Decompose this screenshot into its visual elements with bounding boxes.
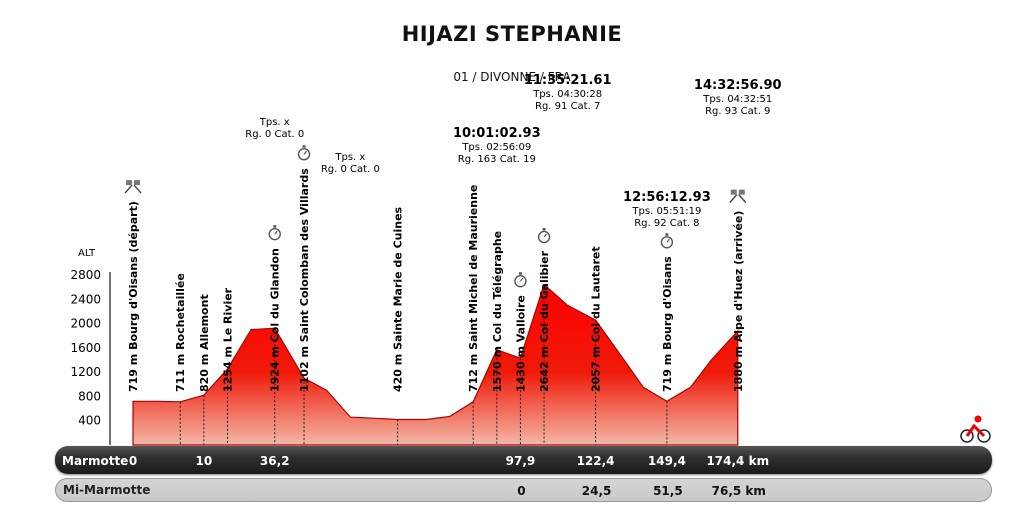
checkered-flag-icon	[126, 180, 132, 186]
stopwatch-crown	[542, 227, 546, 231]
mi-marmotte-distance-mark: 0	[517, 484, 526, 498]
y-axis-label: ALT	[78, 248, 96, 259]
y-tick-label: 2400	[70, 292, 101, 306]
flag-poles	[729, 194, 747, 204]
marmotte-distance-mark: 10	[195, 454, 213, 468]
split-detail: Rg. 93 Cat. 9	[705, 106, 770, 117]
landmark-label: 2057 m Col du Lautaret	[590, 246, 603, 392]
landmark-label: 711 m Rochetaillée	[174, 273, 187, 392]
bib-info: 01 / DIVONNE / FRA	[453, 70, 571, 84]
marmotte-distance-mark: 174,4 km	[706, 454, 770, 468]
checkered-flag-icon	[134, 180, 140, 186]
split-detail: Rg. 163 Cat. 19	[458, 154, 536, 165]
split-detail: Tps. x	[259, 117, 290, 128]
rider-name: HIJAZI STEPHANIE	[401, 22, 623, 46]
stopwatch-hand	[303, 150, 307, 155]
split-time: 11:35:21.61	[524, 73, 612, 88]
split-detail: Tps. 02:56:09	[461, 142, 531, 153]
landmark-label: 1254 m Le Rivier	[221, 287, 234, 392]
stopwatch-crown	[518, 272, 522, 275]
landmark-label: 1430 m Valloire	[514, 295, 527, 392]
split-time: 14:32:56.90	[694, 78, 782, 93]
landmark-label: 420 m Sainte Marie de Cuines	[392, 206, 405, 392]
stopwatch-crown	[665, 233, 669, 236]
marmotte-distance-bar: Marmotte 0 10 36,2 97,9 122,4 149,4 174,4 km	[55, 446, 992, 474]
bike-wheel	[977, 429, 991, 443]
mi-marmotte-label: Mi-Marmotte	[63, 483, 151, 497]
landmark-label: 719 m Bourg d'Oisans (départ)	[127, 201, 140, 392]
landmark-label: 820 m Allemont	[198, 294, 211, 392]
split-detail: Rg. 0 Cat. 0	[321, 164, 380, 175]
stopwatch-hand	[543, 233, 548, 238]
landmark-label: 2642 m Col du Galibier	[538, 250, 551, 392]
stopwatch-hand	[519, 277, 524, 282]
mi-marmotte-distance-mark: 76,5 km	[711, 484, 766, 498]
marmotte-distance-mark: 97,9	[505, 454, 536, 468]
split-detail: Tps. 04:30:28	[532, 89, 602, 100]
y-tick-label: 400	[78, 414, 101, 428]
elevation-profile-area	[132, 283, 739, 446]
y-tick-label: 2000	[70, 317, 101, 331]
cyclist-body	[965, 423, 986, 438]
landmark-label: 1924 m Col du Glandon	[269, 248, 282, 392]
marmotte-distance-mark: 0	[128, 454, 138, 468]
marmotte-label: Marmotte	[62, 454, 129, 468]
marmotte-distance-mark: 149,4	[647, 454, 686, 468]
mi-marmotte-distance-bar: Mi-Marmotte 0 24,5 51,5 76,5 km	[55, 478, 992, 502]
landmark-label: 1570 m Col du Télégraphe	[491, 231, 504, 392]
landmark-label: 1880 m Alpe d'Huez (arrivée)	[732, 211, 745, 392]
stopwatch-crown	[273, 225, 277, 228]
checkered-flag-icon	[730, 189, 737, 195]
split-detail: Rg. 92 Cat. 8	[634, 218, 699, 229]
checkered-flag-icon	[738, 189, 745, 195]
split-detail: Rg. 91 Cat. 7	[535, 101, 600, 112]
landmark-label: 719 m Bourg d'Oisans	[661, 256, 674, 392]
y-tick-label: 800	[78, 389, 101, 403]
split-detail: Tps. 04:32:51	[702, 94, 772, 105]
marmotte-distance-mark: 122,4	[576, 454, 615, 468]
stopwatch-hand	[666, 238, 670, 243]
split-time: 12:56:12.93	[623, 190, 711, 205]
stopwatch-hand	[274, 230, 278, 235]
stopwatch-crown	[302, 145, 306, 148]
bike-wheel	[960, 429, 974, 443]
split-detail: Rg. 0 Cat. 0	[245, 129, 304, 140]
marmotte-distance-mark: 36,2	[259, 454, 290, 468]
cyclist-head	[974, 415, 982, 423]
landmark-label: 712 m Saint Michel de Maurienne	[467, 185, 480, 392]
mi-marmotte-distance-mark: 24,5	[581, 484, 612, 498]
split-time: 10:01:02.93	[453, 126, 541, 141]
y-tick-label: 1200	[70, 365, 101, 379]
y-tick-label: 1600	[70, 341, 101, 355]
split-detail: Tps. 05:51:19	[631, 206, 701, 217]
mi-marmotte-distance-mark: 51,5	[653, 484, 683, 498]
flag-poles	[124, 184, 142, 194]
y-tick-label: 2800	[70, 268, 101, 282]
split-detail: Tps. x	[334, 152, 365, 163]
landmark-label: 1102 m Saint Colomban des Villards	[298, 168, 311, 392]
